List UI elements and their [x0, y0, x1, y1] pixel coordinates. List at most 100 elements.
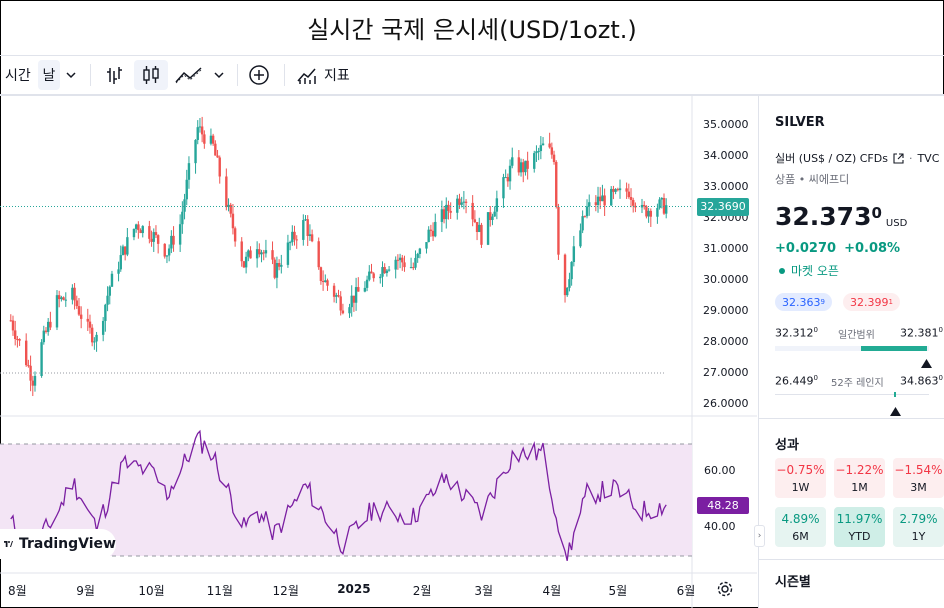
candle-body — [425, 242, 428, 249]
candle-body — [471, 202, 474, 220]
collapse-sidebar-handle[interactable]: › — [754, 525, 765, 547]
candle-body — [434, 221, 437, 237]
candle-body — [172, 235, 175, 245]
candle-body — [352, 295, 356, 303]
candle-body — [445, 204, 448, 220]
bid-badge[interactable]: 32.363 9 — [775, 293, 832, 311]
indicators-button[interactable]: 지표 — [296, 56, 350, 94]
chevron-down-icon[interactable] — [64, 56, 78, 94]
price-chart[interactable] — [0, 96, 757, 608]
rsi-band — [0, 444, 692, 556]
candle-body — [585, 206, 589, 217]
candle-body — [394, 259, 397, 270]
candle-body — [181, 211, 184, 225]
candle-body — [458, 198, 461, 205]
candles-group — [9, 116, 668, 397]
candle-body — [339, 296, 342, 311]
change-abs: +0.0270 — [775, 241, 837, 256]
candle-body — [167, 248, 171, 256]
candle-body — [185, 179, 188, 200]
candle-body — [460, 202, 463, 205]
candle-body — [24, 340, 28, 366]
candle-body — [588, 202, 591, 207]
candle-body — [110, 273, 114, 287]
perf-ytd[interactable]: 11.97% YTD — [834, 507, 885, 547]
day-range-label: 일간범위 — [838, 330, 875, 341]
candle-body — [555, 161, 558, 207]
candle-body — [533, 153, 536, 169]
market-status[interactable]: 마켓 오픈 — [779, 262, 839, 279]
day-range-fill — [861, 346, 927, 351]
candle-body — [134, 224, 138, 229]
candle-body — [187, 163, 191, 180]
candle-body — [616, 189, 620, 191]
symbol-ticker[interactable]: SILVER — [775, 115, 825, 130]
candle-body — [416, 253, 419, 258]
perf-3m[interactable]: −1.54% 3M — [893, 458, 944, 498]
price-tick: 26.0000 — [703, 397, 749, 410]
candle-body — [286, 242, 290, 265]
perf-6m[interactable]: 4.89% 6M — [775, 507, 826, 547]
candles-icon[interactable] — [134, 56, 168, 94]
candle-body — [33, 375, 37, 386]
time-tick: 9월 — [76, 584, 95, 598]
seasonals-title[interactable]: 시즌별 — [775, 575, 811, 590]
exchange-name[interactable]: TVC — [917, 151, 940, 165]
candle-body — [618, 188, 622, 191]
candle-body — [368, 271, 371, 280]
external-link-icon[interactable] — [893, 152, 904, 164]
tradingview-logo[interactable]: TradingView — [0, 529, 116, 559]
candle-body — [412, 267, 415, 269]
candle-body — [229, 204, 232, 214]
candle-body — [95, 334, 98, 342]
candle-body — [240, 241, 243, 262]
candle-body — [156, 235, 160, 244]
candle-body — [563, 254, 567, 296]
candle-body — [306, 219, 309, 236]
interval-selector[interactable]: 날 — [38, 56, 60, 94]
candle-body — [75, 300, 78, 307]
time-tick: 10월 — [138, 584, 165, 598]
candle-body — [440, 209, 444, 222]
time-tick: 6월 — [676, 584, 696, 598]
price-tick: 29.0000 — [703, 304, 749, 317]
tradingview-icon — [4, 541, 13, 547]
candle-body — [293, 231, 296, 240]
ask-badge[interactable]: 32.399 1 — [843, 293, 900, 311]
candle-body — [489, 212, 492, 221]
candle-body — [214, 143, 217, 156]
bar-chart-icon[interactable] — [100, 56, 128, 94]
day-range-bar — [775, 346, 929, 351]
price-tick: 31.0000 — [703, 242, 749, 255]
rsi-tick: 60.00 — [704, 464, 736, 477]
chevron-down-icon[interactable] — [212, 56, 226, 94]
interval-value[interactable]: 날 — [38, 60, 60, 90]
candle-body — [550, 147, 554, 155]
price-tick: 34.0000 — [703, 149, 749, 162]
performance-title[interactable]: 성과 — [775, 438, 799, 453]
section-divider — [759, 559, 944, 560]
candle-body — [183, 199, 186, 212]
candle-body — [511, 157, 514, 166]
symbol-category: 상품 • 씨에프디 — [775, 173, 850, 186]
rsi-tick: 40.00 — [704, 520, 736, 533]
candle-body — [462, 201, 466, 203]
perf-1m[interactable]: −1.22% 1M — [834, 458, 885, 498]
52w-range-marker-icon — [890, 401, 901, 420]
candle-body — [599, 196, 602, 202]
candle-body — [55, 295, 59, 328]
symbol-name[interactable]: 실버 (US$ / OZ) CFDs — [775, 152, 888, 165]
candle-body — [629, 196, 633, 200]
candle-body — [101, 320, 105, 335]
settings-gear-icon[interactable] — [716, 580, 734, 602]
candle-body — [46, 321, 50, 332]
price-tick: 35.0000 — [703, 118, 749, 131]
candle-body — [632, 199, 635, 206]
candle-body — [211, 135, 215, 144]
candle-body — [255, 249, 259, 259]
perf-1w[interactable]: −0.75% 1W — [775, 458, 826, 498]
candle-body — [60, 297, 63, 300]
add-compare-icon[interactable] — [248, 56, 270, 94]
area-chart-icon[interactable] — [174, 56, 204, 94]
perf-1y[interactable]: 2.79% 1Y — [893, 507, 944, 547]
